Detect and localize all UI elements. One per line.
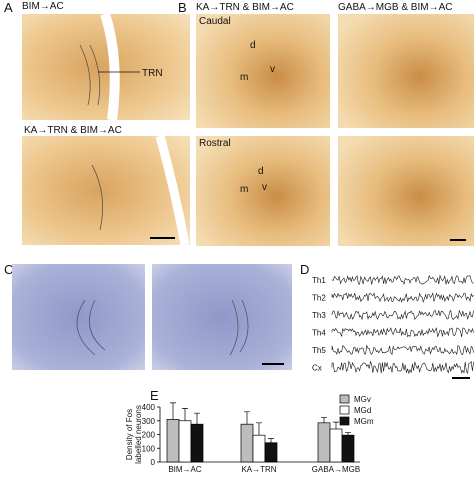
y-tick-label: 200 <box>142 431 156 440</box>
micrograph <box>12 264 145 370</box>
micrograph <box>196 136 330 246</box>
micrograph <box>338 14 474 128</box>
panel-title: KA→TRN & BIM→AC <box>196 2 294 13</box>
region-label: m <box>240 72 248 83</box>
trace <box>331 327 474 338</box>
region-label: d <box>250 40 256 51</box>
legend-label: MGv <box>354 395 371 404</box>
outline <box>76 299 106 356</box>
panel-label: B <box>178 0 187 15</box>
x-tick-label: GABA→MGB <box>312 465 360 474</box>
bar-chart: 0 100 200 300 400 Density of Fos labelled neur… <box>125 394 374 479</box>
bar <box>178 420 192 463</box>
trace <box>331 344 474 356</box>
micrograph <box>152 264 292 370</box>
panel-label: A <box>4 0 13 15</box>
error-bar <box>244 411 250 425</box>
error-bar <box>268 438 274 443</box>
trace-label: Th4 <box>312 329 326 338</box>
bar <box>329 428 343 463</box>
section-label: Caudal <box>199 16 231 27</box>
error-bar <box>256 422 262 436</box>
outline <box>229 299 249 356</box>
legend-swatch <box>339 394 350 404</box>
x-tick-label: BIM→AC <box>168 465 202 474</box>
bar <box>317 422 331 463</box>
trace <box>331 274 474 286</box>
bar <box>341 434 355 463</box>
region-label: v <box>262 182 267 193</box>
y-tick-label: 300 <box>142 417 156 426</box>
panel-label: E <box>150 388 159 403</box>
error-bar <box>194 412 200 425</box>
bar <box>264 442 278 463</box>
section-label: Rostral <box>199 138 231 149</box>
bar <box>240 423 254 463</box>
trace-label: Th5 <box>312 346 326 355</box>
panel-title: GABA→MGB & BIM→AC <box>338 2 452 13</box>
y-tick-label: 0 <box>151 458 156 467</box>
outline <box>91 164 104 231</box>
ventricle <box>100 12 120 121</box>
trace-label: Cx <box>312 364 322 373</box>
panel-title: BIM→AC <box>22 1 64 12</box>
outline <box>79 44 101 106</box>
legend-label: MGd <box>354 406 371 415</box>
region-label: m <box>240 184 248 195</box>
error-bar <box>333 421 339 429</box>
x-tick-label: KA→TRN <box>241 465 276 474</box>
legend-label: MGm <box>354 417 374 426</box>
eeg-traces: Th1 Th2 Th3 Th4 Th5 Cx <box>312 274 474 375</box>
y-axis-label: labelled neurons <box>134 405 143 464</box>
y-tick-label: 100 <box>142 444 156 453</box>
ventricle <box>155 134 190 246</box>
panel-label: C <box>4 262 13 277</box>
trace <box>331 292 474 303</box>
trace-label: Th3 <box>312 311 326 320</box>
trace <box>331 309 474 321</box>
trace <box>331 360 474 375</box>
legend-swatch <box>339 416 350 426</box>
structure-label: TRN <box>142 68 163 79</box>
error-bar <box>182 408 188 421</box>
bar <box>166 419 180 463</box>
error-bar <box>345 432 351 436</box>
region-label: v <box>270 64 275 75</box>
panel-title: KA→TRN & BIM→AC <box>24 125 122 136</box>
trace-label: Th1 <box>312 276 326 285</box>
legend-swatch <box>339 405 350 415</box>
trace-label: Th2 <box>312 294 326 303</box>
error-bar <box>321 416 327 423</box>
y-tick-label: 400 <box>142 403 156 412</box>
micrograph <box>338 136 474 246</box>
micrograph <box>196 14 330 128</box>
error-bar <box>170 402 176 420</box>
y-axis-label: Density of Fos <box>125 409 134 460</box>
bar <box>190 423 204 463</box>
panel-label: D <box>300 262 309 277</box>
bar <box>252 434 266 463</box>
region-label: d <box>258 166 264 177</box>
